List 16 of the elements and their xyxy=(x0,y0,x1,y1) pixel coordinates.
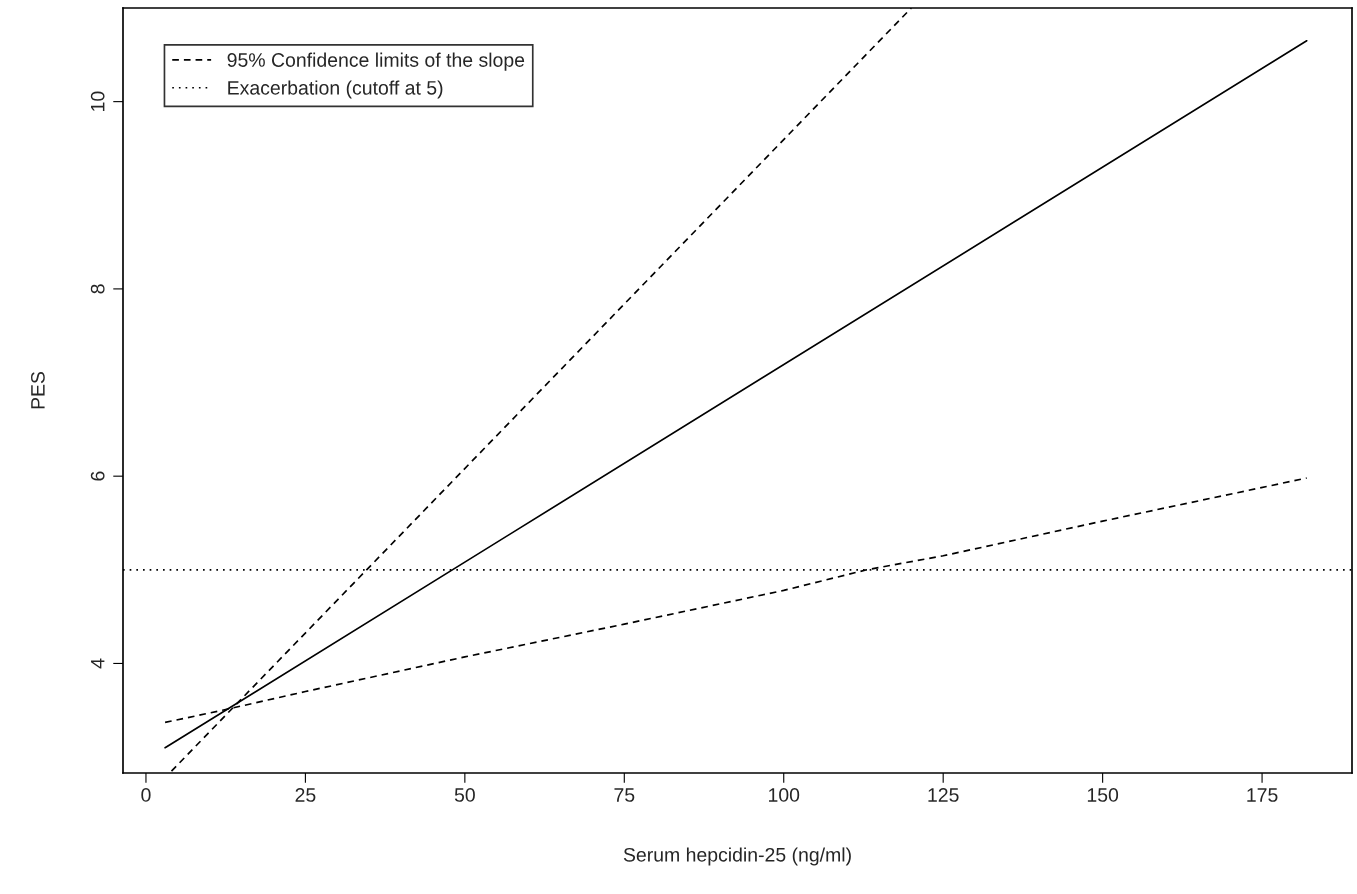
legend-label: Exacerbation (cutoff at 5) xyxy=(228,80,443,99)
x-axis-title: Serum hepcidin-25 (ng/ml) xyxy=(623,847,851,866)
y-tick-label: 4 xyxy=(91,658,105,669)
x-tick-label: 100 xyxy=(769,788,800,802)
y-tick-label: 6 xyxy=(90,471,105,481)
y-axis-title: PES xyxy=(31,371,45,409)
legend-label: 95% Confidence limits of the slope xyxy=(227,52,525,71)
x-tick-label: 25 xyxy=(295,788,316,802)
x-tick-label: 125 xyxy=(928,788,959,802)
x-tick-label: 0 xyxy=(141,788,151,802)
x-tick-label: 150 xyxy=(1087,788,1119,802)
x-tick-label: 75 xyxy=(614,788,635,802)
x-tick-label: 175 xyxy=(1247,788,1278,802)
y-tick-label: 8 xyxy=(90,284,105,294)
x-tick-label: 50 xyxy=(454,788,475,802)
y-tick-label: 10 xyxy=(90,91,105,111)
